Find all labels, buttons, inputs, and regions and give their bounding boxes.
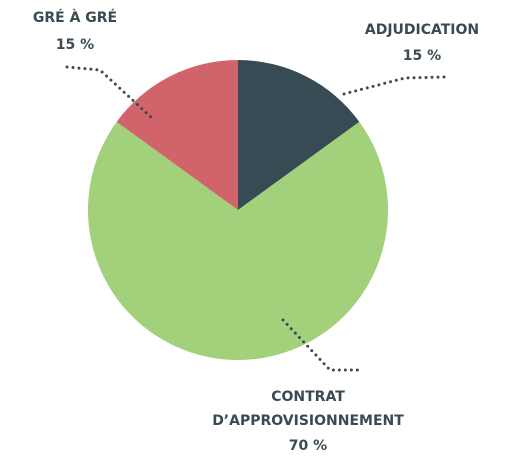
labels: ADJUDICATION 15 % CONTRAT D’APPROVISIONNEME… — [33, 9, 479, 454]
leader-line — [338, 75, 446, 97]
pie — [88, 59, 389, 360]
category-label: GRÉ À GRÉ — [33, 9, 117, 26]
pie-slice — [116, 59, 238, 210]
category-label: CONTRAT D’APPROVISIONNEMENT — [212, 389, 404, 429]
value-label: 15 % — [56, 37, 94, 53]
pie-slice — [88, 121, 389, 360]
leader-line — [281, 318, 364, 372]
category-label: ADJUDICATION — [365, 22, 479, 38]
value-label: 15 % — [403, 48, 441, 64]
pie-slice — [238, 60, 360, 210]
value-label: 70 % — [289, 438, 327, 454]
leader-line — [65, 65, 154, 120]
